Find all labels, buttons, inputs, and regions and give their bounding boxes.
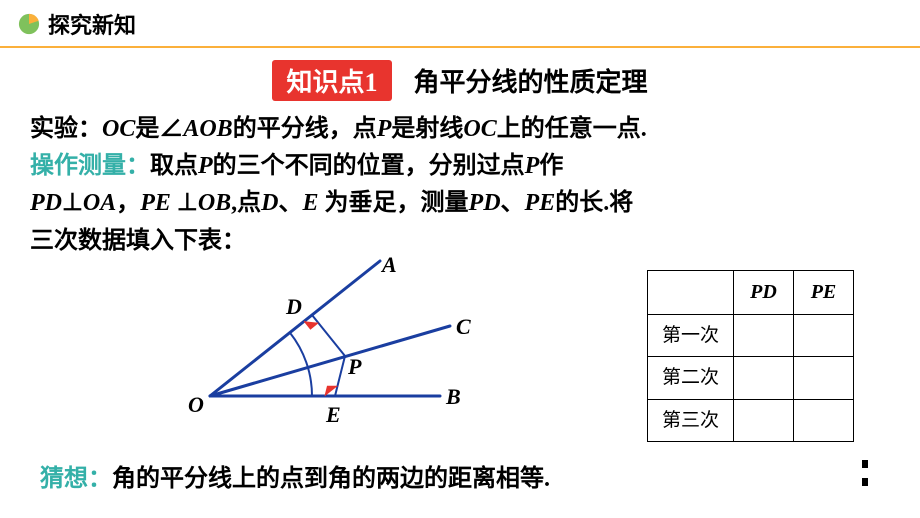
table-corner	[647, 270, 733, 314]
label-B: B	[446, 380, 461, 414]
label-C: C	[456, 310, 471, 344]
t: P	[198, 153, 213, 179]
cell	[734, 357, 794, 399]
t: 是∠	[135, 116, 183, 142]
t: 的三个不同的位置，分别过点	[213, 153, 525, 179]
slide-header: 探究新知	[0, 0, 920, 40]
t: 作	[539, 153, 563, 179]
angle-bisector-diagram: A D C P B E O	[190, 256, 480, 438]
t: 的平分线，点	[233, 116, 377, 142]
t: PD	[30, 190, 62, 216]
t: OA	[83, 190, 116, 216]
t: P	[525, 153, 540, 179]
label-E: E	[326, 398, 341, 432]
t: P	[377, 116, 392, 142]
header-underline	[0, 46, 920, 48]
t: ⊥	[62, 190, 83, 216]
operation-line-2: PD⊥OA，PE ⊥OB,点D、E 为垂足，测量PD、PE的长.将	[30, 185, 890, 222]
conjecture-line: 猜想：角的平分线上的点到角的两边的距离相等.	[0, 444, 920, 493]
col-PE: PE	[794, 270, 854, 314]
t: 上的任意一点.	[497, 116, 647, 142]
t: OC	[102, 116, 135, 142]
t: ,点	[231, 190, 261, 216]
experiment-line: 实验：OC是∠AOB的平分线，点P是射线OC上的任意一点.	[30, 111, 890, 148]
t: 的长.将	[555, 190, 633, 216]
label-A: A	[382, 248, 397, 282]
t: 是射线	[391, 116, 463, 142]
label-D: D	[286, 290, 302, 324]
t: ⊥	[171, 190, 198, 216]
operation-line-1: 操作测量：取点P的三个不同的位置，分别过点P作	[30, 148, 890, 185]
t: 实验：	[30, 116, 102, 142]
pie-icon	[18, 13, 40, 35]
header-title: 探究新知	[48, 8, 136, 40]
t: 、	[501, 190, 525, 216]
t: PE	[525, 190, 556, 216]
t: ，	[116, 190, 140, 216]
row1-label: 第一次	[647, 314, 733, 356]
middle-area: A D C P B E O PD PE 第一次 第二次 第三次	[30, 264, 890, 444]
col-PD: PD	[734, 270, 794, 314]
section-title: 角平分线的性质定理	[414, 68, 648, 97]
label-P: P	[348, 350, 361, 384]
t: OC	[463, 116, 496, 142]
t: D	[261, 190, 278, 216]
t: 操作测量：	[30, 153, 150, 179]
body-text: 实验：OC是∠AOB的平分线，点P是射线OC上的任意一点. 操作测量：取点P的三…	[0, 111, 920, 444]
corner-mark-icon	[862, 460, 878, 486]
section-heading-row: 知识点1 角平分线的性质定理	[0, 60, 920, 101]
t: 取点	[150, 153, 198, 179]
operation-line-3: 三次数据填入下表：	[30, 223, 890, 260]
t: PE	[140, 190, 171, 216]
cell	[794, 357, 854, 399]
guess-text: 角的平分线上的点到角的两边的距离相等.	[112, 466, 550, 492]
t: 为垂足，测量	[319, 190, 469, 216]
cell	[794, 399, 854, 441]
row2-label: 第二次	[647, 357, 733, 399]
t: AOB	[183, 116, 232, 142]
knowledge-badge: 知识点1	[272, 60, 391, 101]
cell	[734, 399, 794, 441]
cell	[734, 314, 794, 356]
guess-prefix: 猜想：	[40, 466, 112, 492]
t: PD	[469, 190, 501, 216]
label-O: O	[188, 388, 204, 422]
row3-label: 第三次	[647, 399, 733, 441]
cell	[794, 314, 854, 356]
t: 、	[279, 190, 303, 216]
t: E	[303, 190, 319, 216]
t: OB	[198, 190, 231, 216]
measurement-table: PD PE 第一次 第二次 第三次	[647, 270, 854, 442]
